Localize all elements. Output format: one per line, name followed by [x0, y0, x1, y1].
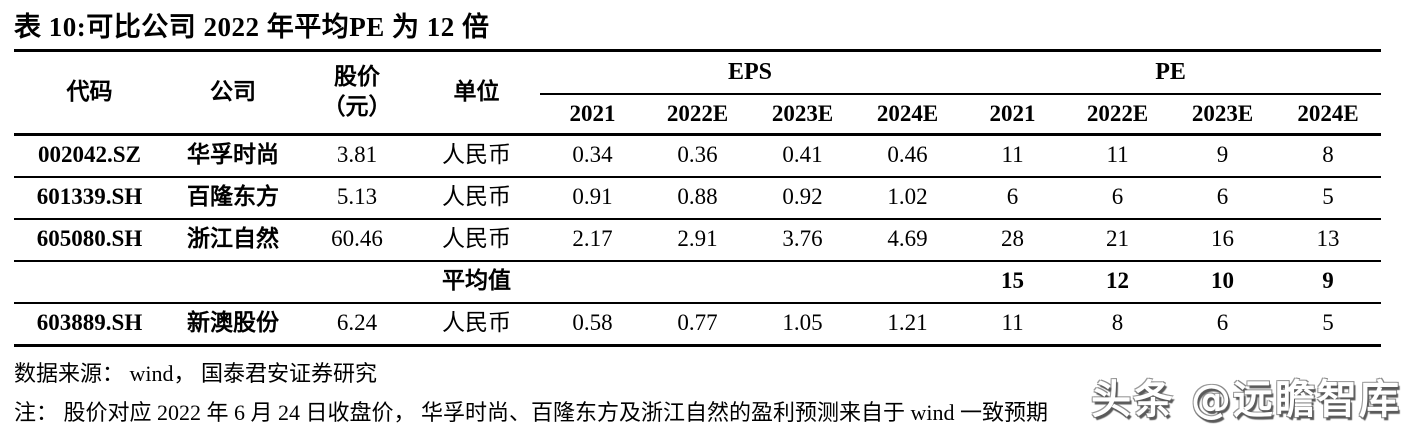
years-header-row: 2021 2022E 2023E 2024E 2021 2022E 2023E … — [14, 94, 1382, 136]
cell-eps-2023e: 3.76 — [750, 218, 855, 262]
group-header-row: 代码 公司 股价 （元） 单位 EPS PE — [14, 52, 1382, 136]
footnote-line: 注： 股价对应 2022 年 6 月 24 日收盘价， 华孚时尚、百隆东方及浙江… — [14, 399, 1049, 425]
cell-empty — [855, 260, 961, 304]
cell-pe-2021: 6 — [960, 176, 1066, 220]
cell-average-label: 平均值 — [413, 260, 540, 304]
table-row-huafu: 002042.SZ 华孚时尚 3.81 人民币 0.34 0.36 0.41 0… — [14, 134, 1382, 178]
cell-empty — [645, 260, 750, 304]
table-row-bros: 601339.SH 百隆东方 5.13 人民币 0.91 0.88 0.92 1… — [14, 176, 1382, 220]
header-pe-year-2021: 2021 — [960, 94, 1066, 136]
cell-code: 601339.SH — [14, 176, 165, 220]
data-source-line: 数据来源： wind， 国泰君安证券研究 — [14, 360, 378, 386]
table-title: 表 10:可比公司 2022 年平均PE 为 12 倍 — [14, 5, 1381, 52]
cell-code: 603889.SH — [14, 302, 165, 347]
cell-pe-2021: 28 — [960, 218, 1066, 262]
cell-company: 新澳股份 — [165, 302, 301, 347]
cell-empty — [165, 260, 301, 304]
header-eps-year-2022e: 2022E — [645, 94, 750, 136]
cell-eps-2023e: 1.05 — [750, 302, 855, 347]
cell-company: 浙江自然 — [165, 218, 301, 262]
cell-eps-2021: 0.34 — [540, 134, 645, 178]
cell-pe-2022e: 6 — [1065, 176, 1171, 220]
cell-pe-2024e: 5 — [1275, 176, 1382, 220]
cell-company: 百隆东方 — [165, 176, 301, 220]
header-eps-year-2023e: 2023E — [750, 94, 855, 136]
cell-pe-2022e: 8 — [1065, 302, 1171, 347]
cell-pe-2024e: 5 — [1275, 302, 1382, 347]
header-pe-group: PE — [960, 52, 1382, 95]
header-pe-year-2024e: 2024E — [1275, 94, 1382, 136]
cell-avg-pe-2024e: 9 — [1275, 260, 1382, 304]
cell-empty — [750, 260, 855, 304]
cell-pe-2023e: 6 — [1170, 302, 1276, 347]
cell-code: 002042.SZ — [14, 134, 165, 178]
table-row-zhejiang: 605080.SH 浙江自然 60.46 人民币 2.17 2.91 3.76 … — [14, 218, 1382, 262]
header-unit: 单位 — [413, 52, 540, 136]
header-price-line1: 股价 — [334, 64, 380, 90]
cell-eps-2022e: 0.77 — [645, 302, 750, 347]
cell-eps-2024e: 1.21 — [855, 302, 961, 347]
average-row: 平均值 15 12 10 9 — [14, 260, 1382, 304]
cell-eps-2023e: 0.41 — [750, 134, 855, 178]
cell-pe-2023e: 16 — [1170, 218, 1276, 262]
cell-eps-2022e: 0.88 — [645, 176, 750, 220]
cell-eps-2022e: 0.36 — [645, 134, 750, 178]
header-pe-year-2023e: 2023E — [1170, 94, 1276, 136]
cell-eps-2024e: 0.46 — [855, 134, 961, 178]
cell-pe-2024e: 8 — [1275, 134, 1382, 178]
cell-eps-2021: 0.58 — [540, 302, 645, 347]
cell-eps-2023e: 0.92 — [750, 176, 855, 220]
cell-empty — [301, 260, 413, 304]
cell-pe-2021: 11 — [960, 134, 1066, 178]
cell-company: 华孚时尚 — [165, 134, 301, 178]
header-price-line2: （元） — [322, 94, 392, 120]
cell-price: 3.81 — [301, 134, 413, 178]
comparable-companies-table: 代码 公司 股价 （元） 单位 EPS PE 2021 2022E 2023E … — [14, 52, 1382, 347]
cell-pe-2023e: 6 — [1170, 176, 1276, 220]
cell-avg-pe-2023e: 10 — [1170, 260, 1276, 304]
cell-unit: 人民币 — [413, 176, 540, 220]
cell-price: 6.24 — [301, 302, 413, 347]
cell-unit: 人民币 — [413, 218, 540, 262]
cell-empty — [540, 260, 645, 304]
cell-avg-pe-2022e: 12 — [1065, 260, 1171, 304]
cell-eps-2021: 0.91 — [540, 176, 645, 220]
cell-eps-2024e: 4.69 — [855, 218, 961, 262]
cell-price: 60.46 — [301, 218, 413, 262]
cell-avg-pe-2021: 15 — [960, 260, 1066, 304]
header-price: 股价 （元） — [301, 52, 413, 136]
cell-pe-2023e: 9 — [1170, 134, 1276, 178]
cell-pe-2021: 11 — [960, 302, 1066, 347]
header-eps-year-2024e: 2024E — [855, 94, 961, 136]
cell-eps-2024e: 1.02 — [855, 176, 961, 220]
header-company: 公司 — [165, 52, 301, 136]
cell-eps-2022e: 2.91 — [645, 218, 750, 262]
cell-pe-2022e: 11 — [1065, 134, 1171, 178]
header-eps-group: EPS — [540, 52, 961, 95]
cell-code: 605080.SH — [14, 218, 165, 262]
header-code: 代码 — [14, 52, 165, 136]
cell-unit: 人民币 — [413, 134, 540, 178]
cell-eps-2021: 2.17 — [540, 218, 645, 262]
cell-empty — [14, 260, 165, 304]
header-eps-year-2021: 2021 — [540, 94, 645, 136]
cell-pe-2024e: 13 — [1275, 218, 1382, 262]
header-pe-year-2022e: 2022E — [1065, 94, 1171, 136]
cell-pe-2022e: 21 — [1065, 218, 1171, 262]
table-row-xinao: 603889.SH 新澳股份 6.24 人民币 0.58 0.77 1.05 1… — [14, 302, 1382, 347]
table-header: 代码 公司 股价 （元） 单位 EPS PE 2021 2022E 2023E … — [14, 52, 1382, 136]
cell-unit: 人民币 — [413, 302, 540, 347]
cell-price: 5.13 — [301, 176, 413, 220]
watermark: 头条 @远瞻智库 — [1091, 377, 1401, 423]
